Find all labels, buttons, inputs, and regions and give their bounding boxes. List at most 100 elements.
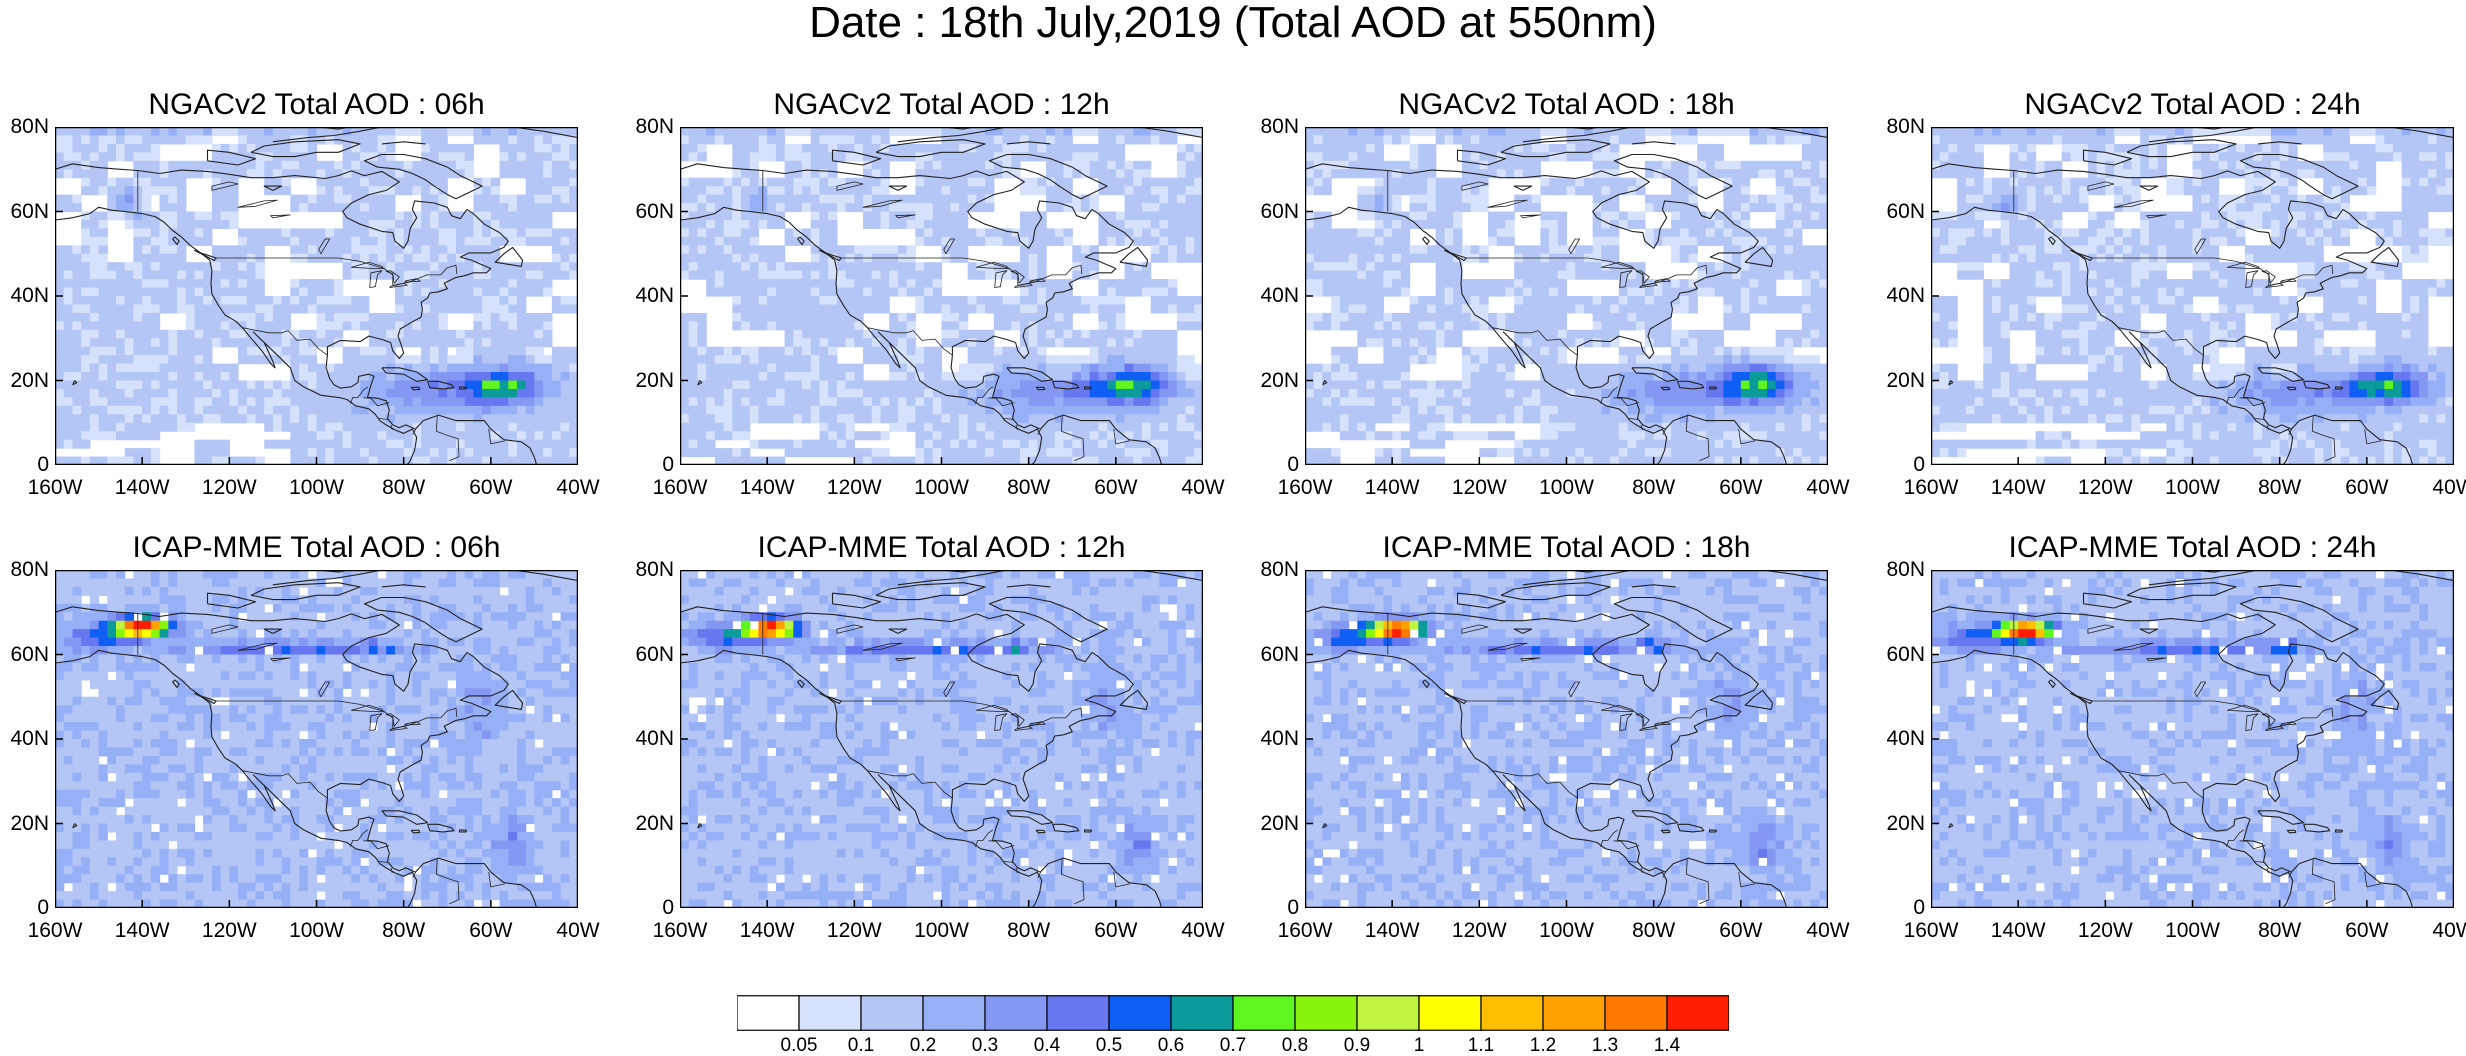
- country-borders: [762, 170, 1130, 462]
- aod-field: [55, 570, 578, 908]
- lat-tick-label: 60N: [1886, 642, 1925, 666]
- colorbar-label: 1.1: [1467, 1035, 1495, 1056]
- country-borders: [137, 170, 505, 462]
- lon-tick-label: 40W: [556, 476, 600, 499]
- lat-tick-label: 80N: [635, 558, 674, 581]
- lakes: [2087, 624, 2297, 731]
- tick-marks: [1305, 570, 1828, 908]
- lon-tick-label: 80W: [382, 919, 426, 942]
- colorbar-label: 1.3: [1591, 1035, 1619, 1056]
- aod-field: [680, 570, 1203, 908]
- colorbar-swatch: [1542, 995, 1606, 1031]
- aod-field: [680, 127, 1203, 465]
- lat-tick-label: 40N: [635, 727, 674, 750]
- lon-tick-label: 80W: [1007, 919, 1051, 942]
- lon-tick-label: 160W: [1277, 476, 1333, 499]
- lon-tick-label: 40W: [2432, 476, 2466, 499]
- lon-tick-label: 60W: [1094, 919, 1138, 942]
- colorbar-label: 0.2: [909, 1035, 937, 1056]
- lat-tick-label: 80N: [1260, 115, 1299, 138]
- coastlines: [55, 127, 578, 465]
- lat-tick-label: 40N: [1260, 727, 1299, 750]
- colorbar-swatch: [1108, 995, 1172, 1031]
- country-borders: [1387, 170, 1755, 462]
- lat-tick-label: 20N: [635, 368, 674, 392]
- colorbar-label: 0.7: [1219, 1035, 1247, 1056]
- lon-tick-label: 100W: [2165, 476, 2220, 499]
- map-panel: NGACv2 Total AOD : 24h 80N 60N 40N 20N 0 160W 1…: [1876, 85, 2466, 565]
- lon-tick-label: 140W: [739, 476, 795, 499]
- lon-tick-label: 100W: [2165, 919, 2220, 942]
- lon-tick-label: 160W: [27, 919, 83, 942]
- lon-tick-label: 160W: [1903, 476, 1959, 499]
- lon-tick-label: 40W: [1181, 919, 1225, 942]
- country-borders: [1387, 613, 1755, 905]
- lat-tick-label: 40N: [1886, 284, 1925, 307]
- lon-tick-label: 140W: [1990, 476, 2046, 499]
- lat-tick-label: 0: [1913, 453, 1925, 476]
- country-borders: [762, 613, 1130, 905]
- tick-marks: [680, 570, 1203, 908]
- coastlines: [1931, 127, 2454, 465]
- panel-title: ICAP-MME Total AOD : 18h: [1382, 531, 1751, 564]
- lon-tick-label: 140W: [739, 919, 795, 942]
- lat-tick-label: 40N: [1886, 727, 1925, 750]
- lon-tick-label: 120W: [826, 919, 882, 942]
- colorbar-swatch: [922, 995, 986, 1031]
- colorbar-swatch: [860, 995, 924, 1031]
- lat-tick-label: 60N: [1260, 199, 1299, 223]
- coastlines: [1931, 570, 2454, 908]
- lon-tick-label: 140W: [1990, 919, 2046, 942]
- lon-tick-label: 160W: [652, 919, 708, 942]
- lon-tick-label: 120W: [1451, 476, 1507, 499]
- lon-tick-label: 40W: [556, 919, 600, 942]
- colorbar-label: 0.3: [971, 1035, 999, 1056]
- lon-tick-label: 60W: [1094, 476, 1138, 499]
- colorbar-label: 1: [1413, 1035, 1425, 1056]
- lakes: [1461, 624, 1671, 731]
- lon-tick-label: 100W: [914, 476, 969, 499]
- coastlines: [1305, 570, 1828, 908]
- colorbar-label: 1.2: [1529, 1035, 1557, 1056]
- colorbar-swatch: [1232, 995, 1296, 1031]
- lon-tick-label: 80W: [2258, 919, 2302, 942]
- aod-field: [1931, 127, 2454, 465]
- lat-tick-label: 0: [37, 896, 49, 919]
- aod-map: [1931, 127, 2454, 465]
- figure-title: Date : 18th July,2019 (Total AOD at 550n…: [809, 0, 1657, 47]
- lat-tick-label: 0: [662, 896, 674, 919]
- lon-tick-label: 120W: [2077, 919, 2133, 942]
- lon-tick-label: 100W: [1539, 919, 1594, 942]
- coastlines: [1305, 127, 1828, 465]
- colorbar-swatch: [1418, 995, 1482, 1031]
- lat-tick-label: 20N: [1886, 368, 1925, 392]
- lon-tick-label: 140W: [1364, 919, 1420, 942]
- lakes: [211, 181, 421, 288]
- panel-title: NGACv2 Total AOD : 24h: [2024, 88, 2361, 121]
- colorbar-swatch: [1356, 995, 1420, 1031]
- coastlines: [680, 570, 1203, 908]
- lon-tick-label: 120W: [826, 476, 882, 499]
- map-panel: ICAP-MME Total AOD : 06h 80N 60N 40N 20N 0 160…: [0, 528, 599, 1008]
- lon-tick-label: 60W: [2345, 919, 2389, 942]
- panel-title: ICAP-MME Total AOD : 06h: [132, 531, 501, 564]
- lat-tick-label: 0: [37, 453, 49, 476]
- lon-tick-label: 60W: [469, 919, 513, 942]
- lat-tick-label: 20N: [10, 368, 49, 392]
- lon-tick-label: 120W: [1451, 919, 1507, 942]
- colorbar-swatch: [1604, 995, 1668, 1031]
- lon-tick-label: 160W: [1277, 919, 1333, 942]
- aod-map: [1305, 570, 1828, 908]
- lakes: [836, 624, 1046, 731]
- lat-tick-label: 20N: [10, 811, 49, 835]
- aod-field: [1305, 127, 1828, 465]
- colorbar-swatch: [1170, 995, 1234, 1031]
- lon-tick-label: 60W: [2345, 476, 2389, 499]
- lat-tick-label: 80N: [1260, 558, 1299, 581]
- lat-tick-label: 20N: [1260, 811, 1299, 835]
- lat-tick-label: 60N: [635, 199, 674, 223]
- lat-tick-label: 60N: [1886, 199, 1925, 223]
- lon-tick-label: 140W: [114, 476, 170, 499]
- aod-colorbar: [737, 995, 1729, 1031]
- lakes: [1461, 181, 1671, 288]
